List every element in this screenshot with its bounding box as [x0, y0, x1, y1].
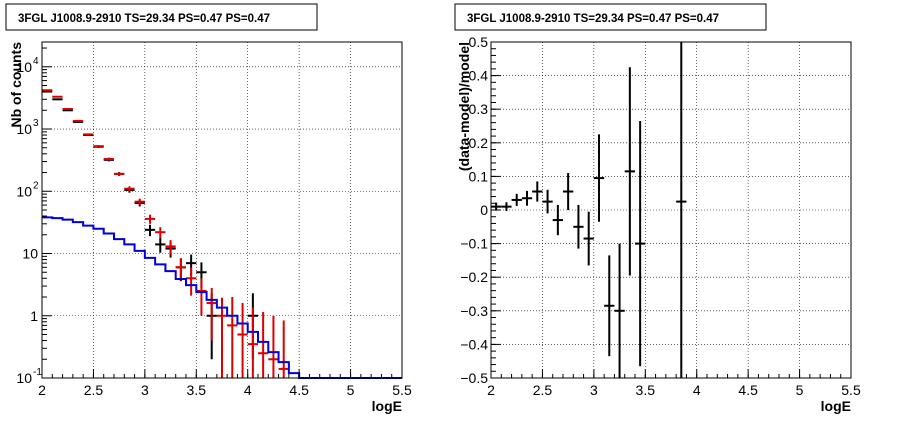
counts-spectrum-panel: 3FGL J1008.9-2910 TS=29.34 PS=0.47 PS=0.…	[5, 3, 412, 414]
residual-point	[676, 42, 687, 378]
y-tick-label: −0.3	[460, 303, 488, 319]
title-box	[5, 3, 318, 31]
x-tick-label: 5	[347, 382, 355, 398]
data-point	[124, 186, 135, 192]
data-point	[237, 303, 248, 378]
residual-point	[573, 204, 584, 249]
x-tick-label: 5	[796, 382, 804, 398]
y-tick-label: 10	[16, 59, 32, 75]
data-point	[144, 224, 156, 237]
x-tick-label: 3	[590, 382, 598, 398]
x-tick-label: 2.5	[533, 382, 553, 398]
y-tick-label: 0.2	[469, 135, 489, 151]
data-point	[93, 145, 104, 148]
residual-point	[624, 67, 635, 276]
plot-marks	[42, 89, 402, 379]
y-tick-label: 10	[22, 246, 38, 262]
counts-spectrum-chart: 3FGL J1008.9-2910 TS=29.34 PS=0.47 PS=0.…	[5, 3, 412, 414]
y-tick-label: 0.1	[469, 168, 489, 184]
data-point	[134, 198, 145, 206]
data-point	[175, 258, 186, 281]
data-point	[258, 311, 269, 378]
y-tick-label: 10	[16, 121, 32, 137]
residual-point	[521, 190, 533, 206]
residual-point	[532, 181, 543, 202]
x-tick-label: 2.5	[84, 382, 104, 398]
x-tick-label: 4	[693, 382, 701, 398]
residual-point	[501, 202, 512, 212]
residual-point	[563, 173, 574, 210]
x-axis-label: logE	[372, 398, 402, 414]
x-axis-label: logE	[821, 398, 851, 414]
model-step-line	[42, 216, 402, 379]
y-axis-label: Nb of counts	[8, 42, 24, 128]
data-point	[155, 238, 166, 253]
data-point	[52, 98, 63, 101]
y-tick-label: 10	[16, 183, 32, 199]
x-tick-label: 5.5	[392, 382, 412, 398]
data-point	[196, 278, 207, 316]
residual-point	[635, 120, 646, 367]
y-tick-exponent: 3	[33, 118, 39, 129]
residual-point	[552, 204, 563, 236]
x-tick-label: 3.5	[187, 382, 207, 398]
data-point	[103, 157, 114, 161]
y-tick-label: −0.2	[460, 269, 488, 285]
data-point	[186, 267, 197, 296]
chart-title: 3FGL J1008.9-2910 TS=29.34 PS=0.47 PS=0.…	[467, 13, 719, 25]
data-point	[278, 320, 289, 378]
data-point	[72, 119, 84, 122]
data-point	[227, 297, 238, 378]
y-tick-label: 0	[480, 202, 488, 218]
x-tick-label: 4.5	[289, 382, 309, 398]
data-point	[165, 240, 176, 255]
residual-point	[583, 211, 594, 266]
grid	[491, 42, 851, 378]
axes: 2 2.5 3 3.5 4 4.5 5 5.5 −0.5 −0.4 −0.3 −0.2 −0.1 0 0.1…	[460, 34, 861, 398]
data-point	[247, 307, 258, 378]
y-tick-label: 0.5	[469, 34, 489, 50]
y-tick-label: 10	[16, 370, 32, 386]
y-tick-label: 0.3	[469, 101, 489, 117]
data-point	[114, 171, 125, 176]
x-tick-label: 3.5	[636, 382, 656, 398]
y-tick-exponent: 4	[33, 56, 39, 67]
residuals-panel: 3FGL J1008.9-2910 TS=29.34 PS=0.47 PS=0.…	[449, 0, 898, 421]
residual-point	[491, 202, 502, 211]
residuals-chart: 3FGL J1008.9-2910 TS=29.34 PS=0.47 PS=0.…	[454, 3, 861, 414]
data-point	[62, 107, 73, 110]
data-point	[42, 89, 53, 92]
data-point	[216, 297, 228, 378]
y-tick-label: 1	[30, 308, 38, 324]
data-point	[144, 214, 156, 224]
data-point	[155, 227, 166, 239]
y-tick-exponent: -1	[33, 367, 42, 378]
residual-point	[593, 134, 605, 222]
x-tick-label: 2	[487, 382, 495, 398]
y-tick-label: −0.5	[460, 370, 488, 386]
y-axis-label: (data-model)/model	[456, 42, 472, 171]
x-tick-label: 4.5	[738, 382, 758, 398]
y-tick-label: −0.4	[460, 336, 488, 352]
x-tick-label: 2	[38, 382, 46, 398]
data-point	[52, 95, 63, 98]
x-tick-label: 3	[141, 382, 149, 398]
y-tick-label: −0.1	[460, 236, 488, 252]
data-point	[268, 315, 279, 378]
data-point	[83, 133, 94, 136]
title-box	[454, 3, 767, 31]
residual-point	[604, 255, 615, 357]
x-tick-label: 4	[244, 382, 252, 398]
residual-point	[614, 243, 625, 378]
grid	[42, 42, 402, 378]
data-point	[206, 287, 217, 341]
residual-point	[542, 189, 553, 214]
y-tick-exponent: 2	[33, 180, 39, 191]
x-tick-label: 5.5	[841, 382, 861, 398]
chart-title: 3FGL J1008.9-2910 TS=29.34 PS=0.47 PS=0.…	[18, 13, 270, 25]
y-tick-label: 0.4	[469, 68, 489, 84]
residual-point	[511, 193, 522, 206]
plot-marks	[491, 42, 687, 378]
